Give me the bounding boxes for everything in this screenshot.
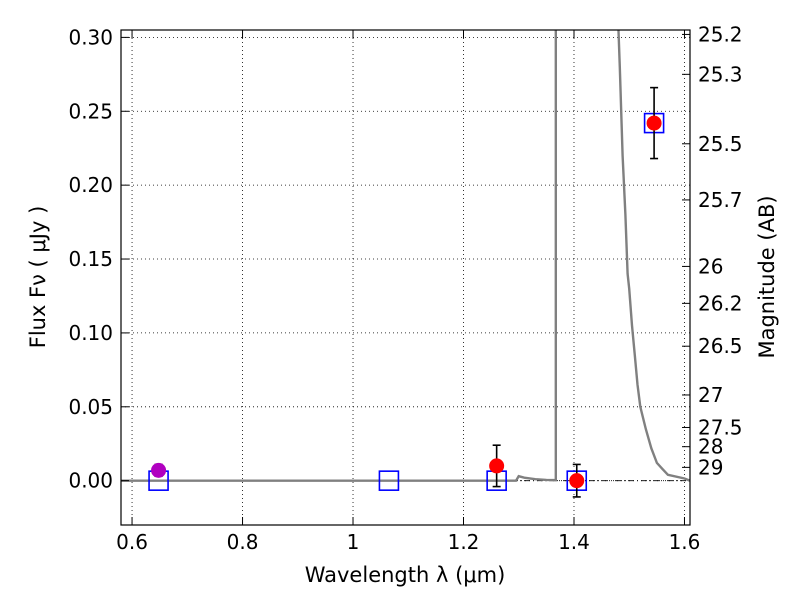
- data-layer: [121, 30, 690, 498]
- x-tick-label: 1.4: [558, 530, 590, 554]
- x-tick-label: 1.6: [669, 530, 701, 554]
- plot-background: [121, 30, 690, 525]
- y-tick-label: 0.00: [68, 469, 113, 493]
- y-axis-label: Flux Fν ( μJy ): [26, 206, 50, 349]
- plot-frame: [120, 29, 691, 526]
- measured-point: [569, 473, 585, 489]
- x-tick-label: 1: [347, 530, 360, 554]
- ticks: 0.6 0.8 1 1.2 1.4 1.6 0.00 0.05 0.10 0.15 0.20 0.25…: [68, 22, 742, 554]
- measured-point: [151, 462, 167, 478]
- y2-tick-label: 27.5: [698, 415, 743, 439]
- y-tick-label: 0.15: [68, 247, 113, 271]
- y2-tick-label: 26.2: [698, 291, 743, 315]
- y2-axis-label: Magnitude (AB): [755, 195, 779, 358]
- model-spectrum-line: [121, 30, 690, 482]
- y2-tick-label: 25.3: [698, 62, 743, 86]
- x-tick-label: 1.2: [448, 530, 480, 554]
- y-tick-label: 0.10: [68, 321, 113, 345]
- x-tick-label: 0.8: [227, 530, 259, 554]
- y2-tick-label: 28: [698, 435, 723, 459]
- x-tick-label: 0.6: [116, 530, 148, 554]
- y2-tick-label: 25.5: [698, 132, 743, 156]
- y2-tick-label: 25.2: [698, 22, 743, 46]
- y2-tick-label: 29: [698, 455, 723, 479]
- y-tick-label: 0.20: [68, 173, 113, 197]
- model-box-marker: [378, 470, 400, 491]
- y-tick-label: 0.05: [68, 395, 113, 419]
- y2-tick-label: 25.7: [698, 188, 743, 212]
- x-axis-label: Wavelength λ (μm): [305, 563, 506, 587]
- y2-tick-label: 27: [698, 383, 723, 407]
- y-tick-label: 0.25: [68, 99, 113, 123]
- y-tick-label: 0.30: [68, 25, 113, 49]
- y2-tick-label: 26.5: [698, 334, 743, 358]
- measured-point: [489, 458, 505, 474]
- measured-point: [646, 115, 662, 131]
- y2-tick-label: 26: [698, 254, 723, 278]
